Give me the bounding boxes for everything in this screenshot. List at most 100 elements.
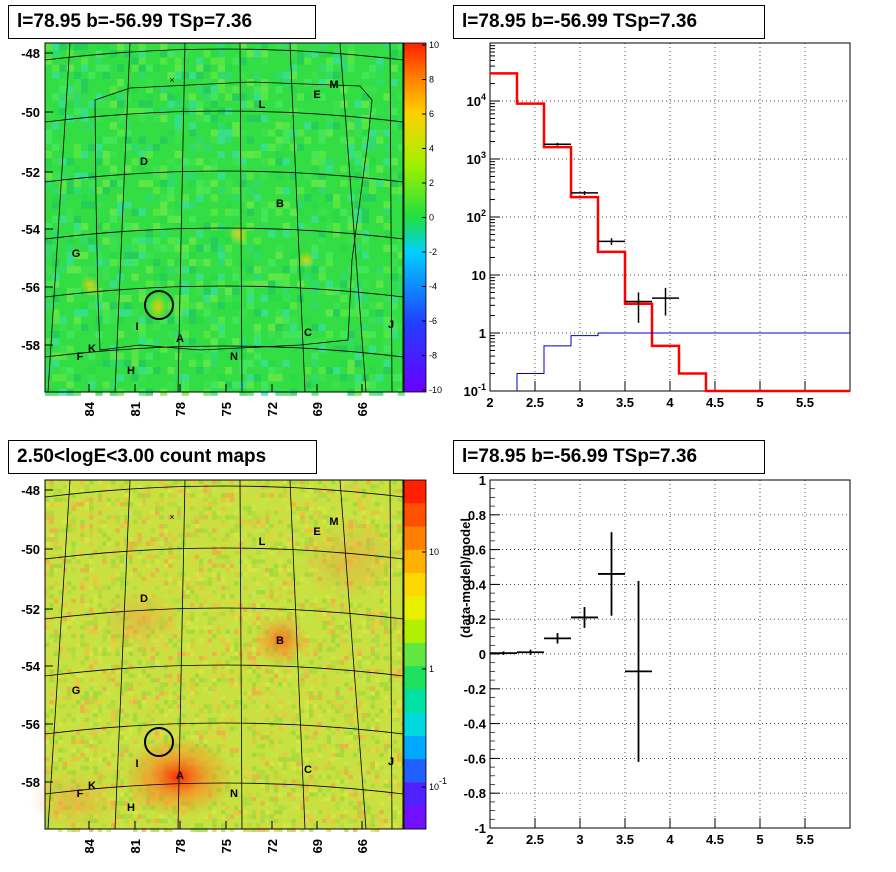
map-pixel <box>253 237 261 245</box>
map-pixel <box>261 295 269 303</box>
y-tick-label: -1 <box>474 821 486 836</box>
map-pixel <box>49 739 54 744</box>
map-pixel <box>194 572 199 577</box>
map-pixel <box>347 338 355 346</box>
map-pixel <box>66 179 74 187</box>
map-pixel <box>137 550 142 555</box>
map-pixel <box>309 528 314 533</box>
map-pixel <box>397 528 402 533</box>
map-pixel <box>366 497 371 502</box>
map-pixel <box>289 251 297 259</box>
map-pixel <box>383 179 391 187</box>
map-pixel <box>185 502 191 507</box>
map-pixel <box>93 660 98 665</box>
map-pixel <box>93 735 98 740</box>
map-pixel <box>260 827 265 832</box>
map-pixel <box>119 801 125 806</box>
map-pixel <box>297 223 305 231</box>
map-pixel <box>212 510 217 516</box>
map-pixel <box>234 708 239 714</box>
map-pixel <box>196 316 204 324</box>
map-pixel <box>247 664 252 670</box>
source-label-l: L <box>259 99 266 111</box>
map-pixel <box>357 810 362 815</box>
map-pixel <box>234 515 239 520</box>
map-pixel <box>80 739 85 744</box>
map-pixel <box>318 43 326 51</box>
map-pixel <box>67 620 72 626</box>
map-pixel <box>133 695 138 700</box>
map-pixel <box>133 546 138 551</box>
map-pixel <box>401 823 406 828</box>
map-pixel <box>379 823 384 828</box>
map-pixel <box>141 695 147 700</box>
map-pixel <box>80 735 85 740</box>
map-pixel <box>331 493 336 498</box>
map-pixel <box>282 488 287 494</box>
map-pixel <box>167 93 175 101</box>
map-pixel <box>232 287 240 295</box>
map-pixel <box>375 814 380 819</box>
map-pixel <box>84 757 89 762</box>
map-pixel <box>117 331 125 339</box>
map-pixel <box>58 752 63 758</box>
map-pixel <box>146 713 151 718</box>
map-pixel <box>88 122 96 130</box>
map-pixel <box>247 510 252 516</box>
map-pixel <box>111 761 116 766</box>
map-pixel <box>102 519 107 524</box>
map-pixel <box>357 770 362 775</box>
map-pixel <box>289 338 297 346</box>
map-pixel <box>370 814 375 819</box>
colorbar-label: -6 <box>429 316 437 326</box>
residual-hotspot <box>297 251 315 269</box>
map-pixel <box>137 515 142 520</box>
map-pixel <box>194 673 199 678</box>
map-pixel <box>239 338 247 346</box>
map-pixel <box>390 115 398 123</box>
map-pixel <box>383 143 391 151</box>
map-pixel <box>163 691 169 696</box>
map-pixel <box>159 541 164 546</box>
map-pixel <box>106 497 111 502</box>
map-pixel <box>370 761 375 766</box>
map-pixel <box>375 827 380 832</box>
map-pixel <box>221 651 226 656</box>
map-pixel <box>354 302 362 310</box>
map-pixel <box>172 576 177 582</box>
map-pixel <box>369 136 377 144</box>
map-pixel <box>392 810 397 815</box>
map-pixel <box>304 691 309 696</box>
map-pixel <box>300 612 305 617</box>
map-pixel <box>203 660 208 665</box>
map-pixel <box>119 823 125 828</box>
map-pixel <box>247 642 252 648</box>
map-pixel <box>335 770 340 775</box>
y-tick-label: 1 <box>479 473 486 488</box>
map-pixel <box>93 585 98 590</box>
map-pixel <box>344 656 349 661</box>
map-pixel <box>84 651 89 656</box>
colorbar-step <box>404 782 426 807</box>
map-pixel <box>397 194 405 202</box>
map-pixel <box>335 642 340 648</box>
x-tick-label: 75 <box>219 839 234 853</box>
map-pixel <box>49 735 54 740</box>
map-pixel <box>229 625 235 630</box>
map-pixel <box>282 532 287 538</box>
map-pixel <box>291 761 296 766</box>
map-pixel <box>251 664 257 670</box>
map-pixel <box>300 506 305 511</box>
map-pixel <box>221 673 226 678</box>
map-pixel <box>232 93 240 101</box>
map-pixel <box>59 266 67 274</box>
map-pixel <box>383 695 389 700</box>
map-pixel <box>138 237 146 245</box>
map-pixel <box>124 541 129 546</box>
map-pixel <box>347 215 355 223</box>
map-pixel <box>383 524 389 529</box>
map-pixel <box>194 625 199 630</box>
map-pixel <box>199 713 204 718</box>
map-pixel <box>133 717 138 722</box>
map-pixel <box>216 660 221 665</box>
